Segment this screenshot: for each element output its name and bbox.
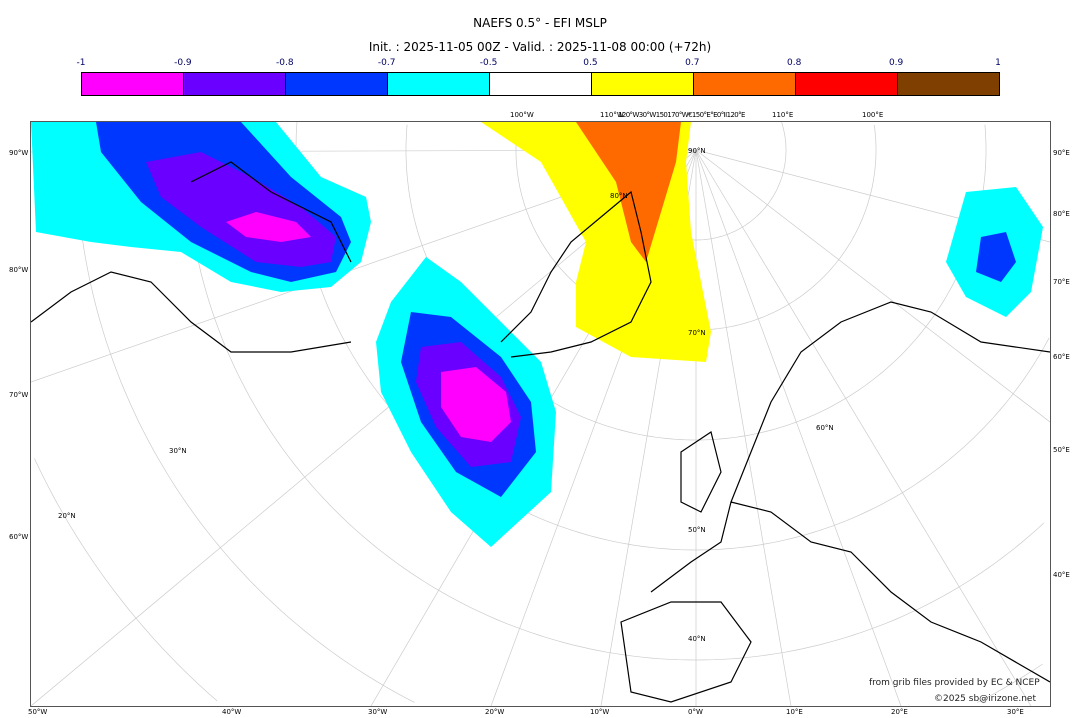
map-title: NAEFS 0.5° - EFI MSLP	[473, 16, 607, 30]
lon-label-top: 120°W30°W150170°W€150°E°E0°II120°E	[618, 111, 745, 119]
source-credit: from grib files provided by EC & NCEP	[869, 678, 1040, 688]
lon-label-bottom: 40°W	[222, 708, 242, 716]
lon-label-top: 100°E	[862, 111, 884, 119]
graticule-circle	[34, 458, 218, 702]
lon-label-right: 80°E	[1053, 210, 1070, 218]
efi-blue-east	[976, 232, 1016, 282]
colorbar	[81, 72, 1000, 96]
lon-label-right: 60°E	[1053, 353, 1070, 361]
lon-label-bottom: 30°W	[368, 708, 388, 716]
efi-field-layer	[31, 122, 1050, 706]
graticule-circle	[977, 663, 1043, 703]
lon-label-top: 110°E	[772, 111, 794, 119]
efi-orange-north	[576, 122, 681, 262]
colorbar-swatch	[898, 73, 999, 95]
lon-label-bottom: 30°E	[1007, 708, 1024, 716]
lon-label-left: 70°W	[9, 391, 29, 399]
colorbar-swatch	[592, 73, 694, 95]
lon-label-bottom: 20°W	[485, 708, 505, 716]
colorbar-tick: 0.9	[888, 58, 904, 68]
colorbar-tick: -0.8	[275, 58, 294, 68]
lat-label: 40°N	[688, 635, 706, 643]
graticule-circle	[185, 123, 1045, 661]
lon-label-left: 90°W	[9, 149, 29, 157]
copyright: ©2025 sb@irizone.net	[934, 694, 1036, 704]
lat-label: 60°N	[816, 424, 834, 432]
colorbar-tick: 1	[995, 58, 1001, 68]
colorbar-tick: -0.7	[377, 58, 396, 68]
colorbar-tick: -1	[76, 58, 86, 68]
lon-label-top: 110°W	[600, 111, 624, 119]
colorbar-swatch	[184, 73, 286, 95]
lon-label-bottom: 0°W	[688, 708, 703, 716]
lat-label: 90°N	[688, 147, 706, 155]
colorbar-swatch	[796, 73, 898, 95]
map-subtitle: Init. : 2025-11-05 00Z - Valid. : 2025-1…	[368, 40, 712, 54]
graticule-circle	[75, 128, 415, 703]
graticule-circle	[984, 124, 987, 150]
graticule-circle	[781, 122, 787, 150]
lon-label-right: 90°E	[1053, 149, 1070, 157]
colorbar-swatch	[490, 73, 592, 95]
graticule-circle	[295, 122, 1050, 551]
lat-label: 70°N	[688, 329, 706, 337]
colorbar-swatch	[286, 73, 388, 95]
colorbar-swatch	[388, 73, 490, 95]
lon-label-bottom: 20°E	[891, 708, 908, 716]
colorbar-swatch	[694, 73, 796, 95]
lat-label: 30°N	[169, 447, 187, 455]
colorbar-tick: 0.8	[787, 58, 802, 68]
lon-label-top: 100°W	[510, 111, 534, 119]
colorbar-tick: 0.7	[685, 58, 700, 68]
efi-magenta-atl	[441, 367, 511, 442]
colorbar-tick: 0.5	[583, 58, 598, 68]
graticule-circle	[873, 124, 877, 150]
lat-label: 50°N	[688, 526, 706, 534]
lon-label-left: 60°W	[9, 533, 29, 541]
colorbar-swatch	[82, 73, 184, 95]
lon-label-right: 70°E	[1053, 278, 1070, 286]
map-canvas[interactable]: 90°N 80°N 70°N 60°N 50°N 40°N 30°N 20°N from gr…	[30, 121, 1051, 707]
lat-label: 80°N	[610, 192, 628, 200]
coastlines	[31, 161, 1050, 703]
lon-label-bottom: 10°E	[786, 708, 803, 716]
lat-label: 20°N	[58, 512, 76, 520]
lon-label-right: 40°E	[1053, 571, 1070, 579]
lon-label-bottom: 50°W	[28, 708, 48, 716]
colorbar-tick: -0.5	[479, 58, 498, 68]
colorbar-tick: -0.9	[174, 58, 192, 68]
lon-label-right: 50°E	[1053, 446, 1070, 454]
lon-label-bottom: 10°W	[590, 708, 610, 716]
lon-label-left: 80°W	[9, 266, 29, 274]
efi-magenta-nw	[226, 212, 311, 242]
